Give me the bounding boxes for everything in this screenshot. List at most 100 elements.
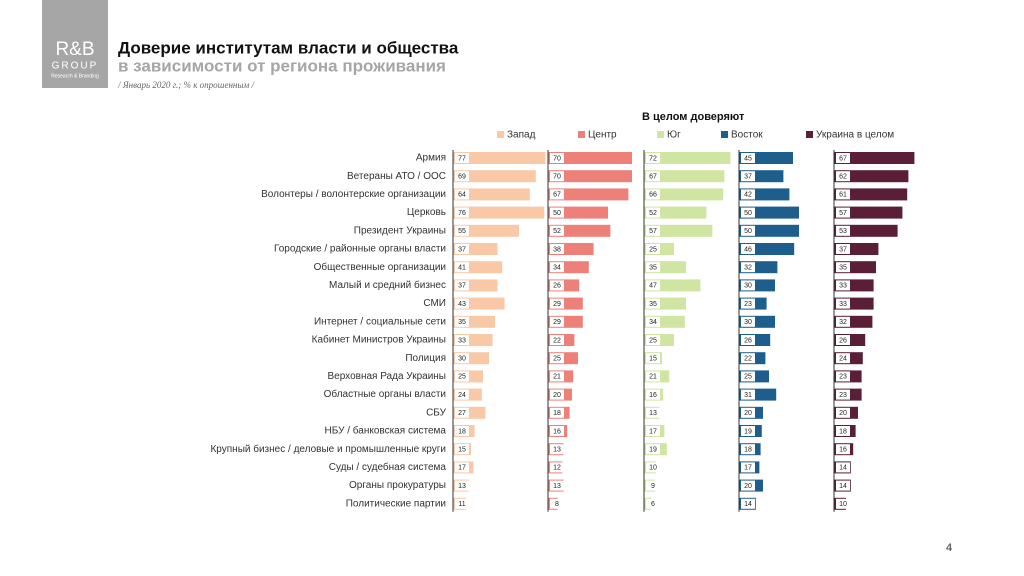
value-label-box xyxy=(550,462,564,473)
legend-label: Запад xyxy=(507,130,536,141)
logo-name: R&B xyxy=(55,39,94,60)
value-label-box xyxy=(836,207,850,218)
value-label-box xyxy=(836,407,850,418)
value-label-box xyxy=(550,426,564,436)
value-label-box xyxy=(550,335,564,345)
legend-label: Восток xyxy=(731,130,763,141)
value-label-box xyxy=(455,262,469,273)
value-label: 23 xyxy=(839,374,847,381)
value-label-box xyxy=(550,316,564,327)
note: / Январь 2020 г.; % к опрошенным / xyxy=(117,80,255,90)
value-label: 18 xyxy=(744,447,752,454)
value-label: 61 xyxy=(839,192,847,199)
value-label-box xyxy=(741,407,755,418)
value-label-box xyxy=(550,371,564,382)
value-label: 37 xyxy=(458,246,466,253)
bar xyxy=(644,152,731,164)
category-label: Церковь xyxy=(407,207,446,218)
value-label-box xyxy=(455,498,469,509)
category-label: Городские / районные органы власти xyxy=(274,244,446,255)
value-label: 26 xyxy=(744,337,752,344)
value-label: 30 xyxy=(744,283,752,290)
value-label-box xyxy=(741,298,755,309)
value-label: 10 xyxy=(839,501,847,508)
value-label: 13 xyxy=(458,483,466,490)
value-label: 25 xyxy=(553,356,561,363)
value-label-box xyxy=(646,316,660,327)
value-label-box xyxy=(646,189,660,200)
category-label: Малый и средний бизнес xyxy=(329,279,446,291)
value-label-box xyxy=(836,444,850,455)
value-label-box xyxy=(646,480,660,491)
value-label-box xyxy=(741,244,755,254)
value-label: 33 xyxy=(458,337,466,344)
value-label-box xyxy=(741,462,755,473)
bar xyxy=(453,170,536,183)
chart-title: В целом доверяют xyxy=(642,111,745,123)
category-label: Волонтеры / волонтерские организации xyxy=(261,189,446,200)
value-label-box xyxy=(455,189,469,200)
value-label: 43 xyxy=(458,301,466,308)
value-label: 35 xyxy=(649,301,657,308)
value-label-box xyxy=(836,171,850,182)
value-label-box xyxy=(646,280,660,291)
value-label: 52 xyxy=(649,210,657,217)
bar xyxy=(548,152,632,164)
value-label: 64 xyxy=(458,192,466,199)
value-label: 19 xyxy=(744,428,752,435)
value-label-box xyxy=(550,244,564,254)
value-label-box xyxy=(741,280,755,291)
value-label: 22 xyxy=(553,337,561,344)
value-label: 13 xyxy=(649,410,657,417)
value-label-box xyxy=(836,426,850,436)
value-label-box xyxy=(550,353,564,364)
value-label-box xyxy=(455,280,469,291)
category-label: Крупный бизнес / деловые и промышленные … xyxy=(210,443,446,455)
value-label-box xyxy=(455,335,469,345)
category-label: СМИ xyxy=(423,298,446,309)
bar xyxy=(453,206,545,219)
value-label: 26 xyxy=(839,337,847,344)
value-label-box xyxy=(646,498,660,509)
value-label: 18 xyxy=(839,428,847,435)
legend-label: Украина в целом xyxy=(816,130,894,141)
bar xyxy=(453,152,546,164)
value-label-box xyxy=(741,444,755,455)
value-label-box xyxy=(646,335,660,345)
value-label-box xyxy=(741,498,755,509)
value-label-box xyxy=(455,389,469,400)
value-label: 30 xyxy=(458,356,466,363)
value-label-box xyxy=(646,262,660,273)
value-label: 12 xyxy=(553,465,561,472)
value-label-box xyxy=(741,153,755,163)
value-label: 13 xyxy=(553,483,561,490)
value-label-box xyxy=(646,407,660,418)
value-label: 19 xyxy=(649,447,657,454)
value-label: 24 xyxy=(839,356,847,363)
value-label-box xyxy=(836,280,850,291)
value-label-box xyxy=(455,316,469,327)
category-label: Армия xyxy=(416,153,446,164)
value-label: 70 xyxy=(553,174,561,181)
value-label-box xyxy=(455,407,469,418)
value-label: 25 xyxy=(649,246,657,253)
value-label: 76 xyxy=(458,210,466,217)
value-label: 15 xyxy=(458,447,466,454)
value-label: 38 xyxy=(553,246,561,253)
value-label: 20 xyxy=(744,483,752,490)
value-label: 9 xyxy=(651,483,655,490)
value-label: 55 xyxy=(458,228,466,235)
value-label: 53 xyxy=(839,228,847,235)
legend-swatch xyxy=(657,131,664,138)
legend-swatch xyxy=(721,131,728,138)
value-label-box xyxy=(646,244,660,254)
value-label: 18 xyxy=(553,410,561,417)
value-label: 35 xyxy=(458,319,466,326)
value-label: 20 xyxy=(553,392,561,399)
value-label-box xyxy=(646,225,660,236)
value-label: 35 xyxy=(649,265,657,272)
value-label: 34 xyxy=(649,319,657,326)
category-label: Президент Украины xyxy=(354,225,446,236)
logo-tagline: Research & Branding xyxy=(51,73,99,79)
